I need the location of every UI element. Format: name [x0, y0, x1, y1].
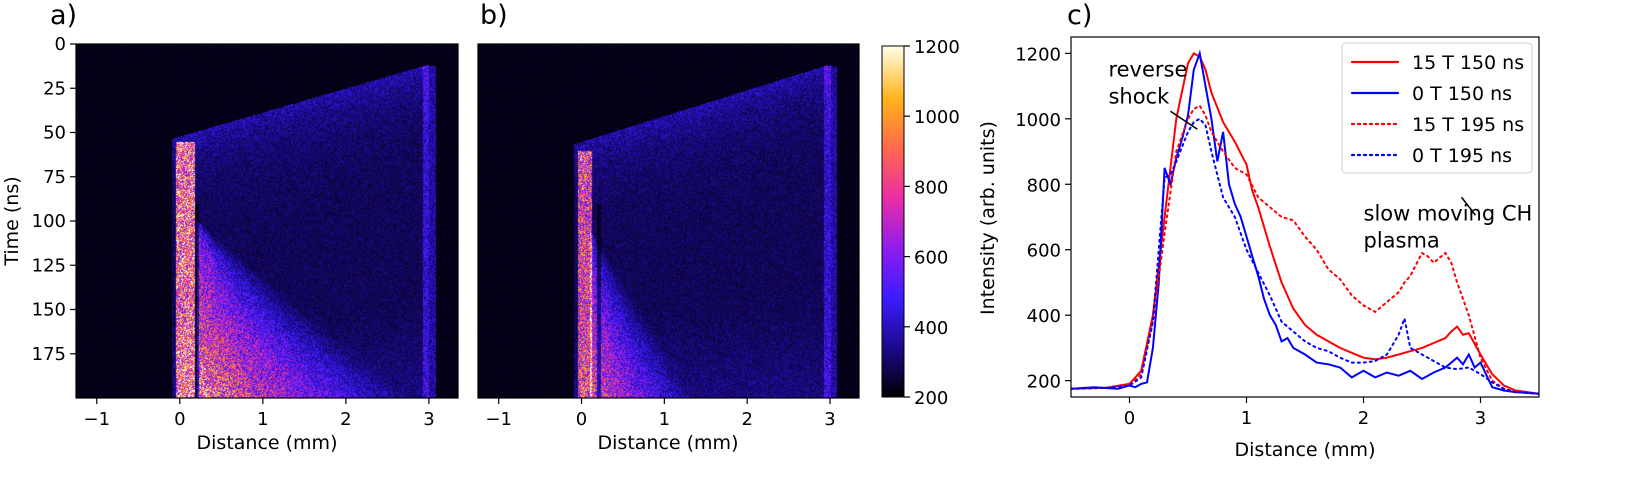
x-tick-label: 0	[174, 409, 185, 430]
panel-c-annotations: reverse shock slow moving CH plasma	[1108, 57, 1532, 252]
y-tick-label: 200	[1027, 372, 1061, 393]
x-tick-label: 3	[824, 409, 835, 430]
x-tick-label: 1	[1241, 408, 1252, 429]
y-tick-label: 75	[43, 167, 66, 188]
colorbar-tick-label: 600	[914, 248, 948, 269]
x-tick-label: 1	[659, 409, 670, 430]
colorbar-ticks: 200 400 600 800 1000 1200	[904, 37, 960, 409]
annotation-pointer	[1460, 196, 1477, 216]
x-tick-label: 2	[1358, 408, 1369, 429]
annotation-line: shock	[1108, 84, 1170, 108]
panel-a-label: a)	[50, 0, 77, 31]
colorbar-tick-label: 200	[914, 388, 948, 409]
y-tick-label: 125	[32, 255, 66, 276]
panel-c-legend: 15 T 150 ns 0 T 150 ns 15 T 195 ns 0 T 195 …	[1341, 42, 1533, 174]
annotation-pointer	[1170, 110, 1198, 130]
x-tick-label: 1	[257, 409, 268, 430]
x-tick-label: 2	[741, 409, 752, 430]
legend-label: 0 T 195 ns	[1412, 145, 1512, 167]
colorbar-tick-label: 1200	[914, 37, 960, 58]
annotation-line: plasma	[1364, 228, 1440, 252]
panel-b-axes: −1 0 1 2 3	[485, 398, 836, 430]
colorbar-tick-label: 800	[914, 177, 948, 198]
y-tick-label: 175	[32, 344, 66, 365]
panel-b-label: b)	[480, 0, 508, 31]
legend-label: 0 T 150 ns	[1412, 83, 1512, 105]
panel-a-ylabel: Time (ns)	[1, 176, 23, 266]
x-tick-label: −1	[83, 409, 110, 430]
y-tick-label: 400	[1027, 306, 1061, 327]
colorbar: 200 400 600 800 1000 1200	[881, 37, 960, 409]
colorbar-gradient	[881, 45, 905, 398]
y-tick-label: 25	[43, 78, 66, 99]
series-line-4	[1071, 117, 1539, 395]
panel-b-heatmap	[478, 44, 859, 398]
panel-c: c) 0 1 2 3 200 400 600 800 1000 1200 reverse shock…	[977, 0, 1540, 461]
y-tick-label: 600	[1027, 241, 1061, 262]
y-tick-label: 0	[55, 34, 66, 55]
y-tick-label: 1000	[1015, 110, 1061, 131]
colorbar-tick-label: 1000	[914, 107, 960, 128]
annotation-line: slow moving CH	[1364, 201, 1533, 225]
x-tick-label: 2	[340, 409, 351, 430]
panel-c-axes: 0 1 2 3 200 400 600 800 1000 1200	[1015, 44, 1486, 429]
y-tick-label: 800	[1027, 175, 1061, 196]
panel-a: a) −1 0 1 2 3 0 25 50 75 100 125 150 175 Distance (m…	[1, 0, 459, 454]
x-tick-label: 3	[423, 409, 434, 430]
panel-c-frame	[1070, 36, 1540, 398]
y-tick-label: 150	[32, 300, 66, 321]
x-tick-label: −1	[485, 409, 512, 430]
y-tick-label: 100	[32, 211, 66, 232]
panel-c-ylabel: Intensity (arb. units)	[977, 121, 999, 315]
panel-c-label: c)	[1067, 0, 1092, 31]
annotation-2: slow moving CH plasma	[1364, 201, 1533, 252]
panel-a-axes: −1 0 1 2 3 0 25 50 75 100 125 150 175	[32, 34, 435, 430]
x-tick-label: 3	[1475, 408, 1486, 429]
panel-c-xlabel: Distance (mm)	[1235, 439, 1376, 461]
x-tick-label: 0	[576, 409, 587, 430]
annotation-line: reverse	[1108, 57, 1187, 81]
panel-b-frame	[477, 43, 860, 399]
series-line-3	[1071, 104, 1539, 395]
panel-b-xlabel: Distance (mm)	[598, 432, 739, 454]
colorbar-tick-label: 400	[914, 318, 948, 339]
legend-label: 15 T 195 ns	[1412, 114, 1524, 136]
legend-label: 15 T 150 ns	[1412, 52, 1524, 74]
panel-b: b) −1 0 1 2 3 Distance (mm)	[477, 0, 860, 454]
series-line-1	[1071, 52, 1539, 395]
panel-a-xlabel: Distance (mm)	[197, 432, 338, 454]
annotation-1: reverse shock	[1108, 57, 1187, 108]
legend-box	[1341, 42, 1533, 174]
panel-a-heatmap	[76, 44, 458, 398]
panel-c-series	[1071, 49, 1539, 395]
x-tick-label: 0	[1124, 408, 1135, 429]
y-tick-label: 1200	[1015, 44, 1061, 65]
y-tick-label: 50	[43, 123, 66, 144]
